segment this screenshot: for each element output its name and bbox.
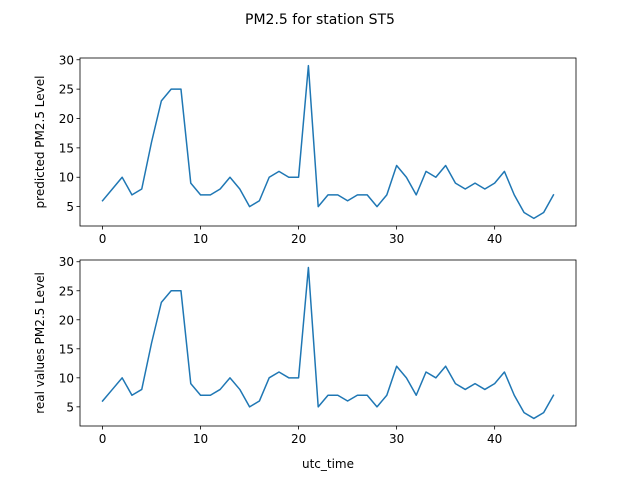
top-y-tick-label: 10 xyxy=(59,171,74,185)
top-y-tick-label: 25 xyxy=(59,83,74,97)
bottom-y-tick-label: 25 xyxy=(59,284,74,298)
bottom-series-line-0 xyxy=(101,266,555,420)
top-x-tick-label: 20 xyxy=(291,232,306,246)
top-x-tick-label: 30 xyxy=(389,232,404,246)
bottom-x-tick-label: 0 xyxy=(99,432,107,446)
bottom-x-tick-label: 10 xyxy=(193,432,208,446)
top-x-tick-label: 0 xyxy=(99,232,107,246)
figure-title: PM2.5 for station ST5 xyxy=(245,12,395,28)
bottom-y-axis-label: real values PM2.5 Level xyxy=(33,272,47,414)
top-y-tick-label: 30 xyxy=(59,53,74,67)
top-x-tick-label: 10 xyxy=(193,232,208,246)
top-y-axis-label: predicted PM2.5 Level xyxy=(33,76,47,209)
bottom-y-tick-label: 20 xyxy=(59,313,74,327)
top-y-tick-label: 20 xyxy=(59,112,74,126)
top-series-line-0 xyxy=(101,64,555,220)
bottom-x-tick-label: 30 xyxy=(389,432,404,446)
bottom-y-tick-label: 30 xyxy=(59,255,74,269)
top-subplot: 0 10 20 30 40 5 10 15 20 25 30 predicted PM2.5 Leve… xyxy=(33,53,577,246)
bottom-y-tick-label: 5 xyxy=(66,400,74,414)
bottom-axes-frame xyxy=(79,259,577,427)
bottom-x-tick-label: 20 xyxy=(291,432,306,446)
subplots-container: 0 10 20 30 40 5 10 15 20 25 30 predicted PM2.5 Leve… xyxy=(33,53,577,471)
bottom-subplot: 0 10 20 30 40 5 10 15 20 25 30 real values PM2.5 Le… xyxy=(33,255,577,471)
bottom-x-axis-label: utc_time xyxy=(302,457,354,471)
top-y-tick-label: 5 xyxy=(66,200,74,214)
top-y-tick-label: 15 xyxy=(59,141,74,155)
bottom-y-tick-label: 10 xyxy=(59,371,74,385)
bottom-x-tick-label: 40 xyxy=(487,432,502,446)
top-axes-frame xyxy=(79,57,577,227)
bottom-y-tick-label: 15 xyxy=(59,342,74,356)
top-x-tick-label: 40 xyxy=(487,232,502,246)
